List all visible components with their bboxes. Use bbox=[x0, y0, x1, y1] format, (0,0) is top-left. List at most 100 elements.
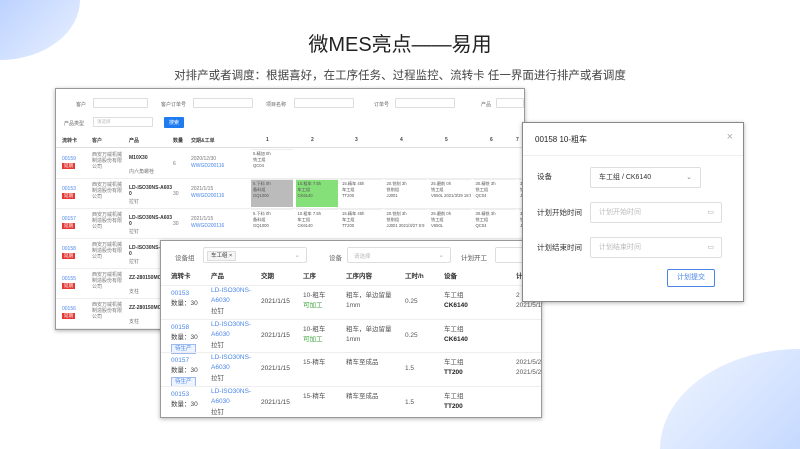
quantity: 6 bbox=[173, 161, 176, 167]
product-input[interactable] bbox=[496, 98, 524, 108]
product: LD-ISO30NS-A6030 bbox=[129, 185, 173, 197]
plan-start-time-input[interactable]: 计划开始时间 ▭ bbox=[590, 202, 722, 223]
card-link[interactable]: 00157 bbox=[62, 216, 76, 222]
card-link[interactable]: 00153 bbox=[171, 390, 190, 398]
label: 设备组 bbox=[175, 255, 195, 262]
step-text: GQ1000 bbox=[253, 223, 269, 228]
step-cell[interactable]: 25.磨削 0h 铣工组 V650L 2021/3/29 18:56 bbox=[429, 179, 471, 207]
step-text: QC04 bbox=[253, 163, 264, 168]
delay-badge: 延期 bbox=[62, 193, 75, 199]
quantity: 数量：30 bbox=[171, 333, 198, 341]
step-cell[interactable]: 10.粗车 7.5h 车工组 CK6140 bbox=[295, 179, 338, 207]
product-type-select[interactable]: 请选择 bbox=[93, 117, 153, 127]
step-cell[interactable]: 15.精车 45h 车工组 TT200 bbox=[340, 209, 382, 237]
due-date: 2021/1/15 bbox=[261, 331, 290, 339]
product-link[interactable]: LD-ISO30NS-A6030 bbox=[211, 354, 252, 371]
card-link[interactable]: 00156 bbox=[62, 306, 76, 312]
card-link[interactable]: 00159 bbox=[62, 156, 76, 162]
divider bbox=[56, 238, 524, 239]
decoration bbox=[660, 349, 800, 449]
step-text: 铣工组 bbox=[431, 217, 444, 222]
operation: 15-精车 bbox=[303, 392, 326, 400]
due-date: 2021/1/15 bbox=[191, 216, 214, 222]
customer: 西安万威机械制造股份有限公司 bbox=[92, 272, 123, 290]
card-link[interactable]: 00157 bbox=[171, 357, 190, 364]
quantity: 数量：30 bbox=[171, 300, 198, 307]
operation-content: 精车至成品 bbox=[346, 392, 379, 400]
work-order-link[interactable]: WWGD200116 bbox=[191, 193, 225, 199]
table-row: 00157 数量：30 待生产 LD-ISO30NS-A6030 拉钉 2021/1/15… bbox=[161, 352, 541, 387]
step-cell[interactable]: 20.铣削 3h 铣削组 JJ001 2021/3/27 8:9 bbox=[384, 209, 427, 237]
product-link[interactable]: LD-ISO30NS-A6030 bbox=[211, 387, 252, 405]
customer-order-input[interactable] bbox=[193, 98, 253, 108]
step-text: QC04 bbox=[475, 193, 487, 198]
column-header: 2 bbox=[311, 137, 314, 143]
step-text: 10.粗车 7.5h bbox=[297, 181, 322, 186]
step-text: GQ1000 bbox=[253, 193, 269, 198]
hours: 1.5 bbox=[405, 365, 415, 372]
plan-end-time-input[interactable]: 计划结束时间 ▭ bbox=[590, 237, 722, 258]
step-cell[interactable]: 15.精车 45h 车工组 TT200 bbox=[340, 179, 382, 207]
due-date: 2021/1/15 bbox=[261, 298, 290, 305]
work-order-link[interactable]: WWGD200116 bbox=[191, 223, 225, 229]
customer-input[interactable] bbox=[93, 98, 148, 108]
column-header: 产品 bbox=[129, 138, 140, 144]
search-button[interactable]: 搜索 bbox=[164, 117, 185, 128]
calendar-icon: ▭ bbox=[707, 244, 714, 251]
step-cell[interactable]: 5.精加 0h 铣工组 QC04 bbox=[251, 149, 293, 177]
customer: 西安万威机械制造股份有限公司 bbox=[92, 302, 123, 320]
device-select[interactable]: 请选择 ⌄ bbox=[347, 247, 451, 263]
product-link[interactable]: LD-ISO30NS-A6030 bbox=[211, 287, 252, 304]
step-text: 5.下料 0h bbox=[253, 211, 271, 216]
equipment: CK6140 bbox=[444, 335, 468, 343]
tag-label: 车工组 bbox=[211, 253, 228, 259]
work-order-link[interactable]: WWGD200116 bbox=[191, 163, 225, 169]
product: ZZ-280150MONK bbox=[129, 275, 169, 281]
equipment: CK6140 bbox=[444, 302, 468, 309]
product-link[interactable]: LD-ISO30NS-A6030 bbox=[211, 320, 252, 338]
card-link[interactable]: 00158 bbox=[171, 323, 190, 331]
device-select[interactable]: 车工组 / CK6140 ⌄ bbox=[590, 167, 701, 188]
status-tag: 待生产 bbox=[171, 377, 196, 387]
column-header: 交期&工单 bbox=[191, 138, 215, 144]
close-icon[interactable]: × bbox=[229, 253, 233, 259]
product-name: 拉钉 bbox=[129, 199, 140, 205]
card-link[interactable]: 00153 bbox=[62, 186, 76, 192]
step-cell[interactable]: 20.铣削 3h 铣削组 JJ001 bbox=[384, 179, 427, 207]
step-text: 铣工组 bbox=[253, 157, 266, 162]
table-row: 00153 数量：30 LD-ISO30NS-A6030 拉钉 2021/1/15 10-… bbox=[161, 285, 541, 318]
step-cell[interactable]: 10.粗车 7.5h 车工组 CK6140 bbox=[295, 209, 338, 237]
customer: 西安万威机械制造股份有限公司 bbox=[92, 152, 123, 170]
step-text: 30.精铣 3h bbox=[475, 211, 496, 216]
divider bbox=[56, 208, 524, 209]
step-text: 25.磨削 0h bbox=[431, 211, 452, 216]
step-text: V650L bbox=[431, 223, 444, 228]
step-cell[interactable]: 30.精铣 3h 铣工组 QC04 bbox=[473, 179, 516, 207]
product: LD-ISO30NS-A6030 bbox=[129, 215, 173, 227]
card-link[interactable]: 00155 bbox=[62, 276, 76, 282]
dialog-title: 00158 10-粗车 bbox=[535, 135, 588, 144]
step-text: 铣削组 bbox=[386, 187, 400, 192]
due-date: 2021/1/15 bbox=[261, 365, 290, 372]
close-icon[interactable]: × bbox=[726, 131, 733, 143]
step-cell[interactable]: 30.精铣 3h 铣工组 QC04 bbox=[473, 209, 516, 237]
operation-status: 可加工 bbox=[303, 302, 323, 309]
step-cell[interactable]: 25.磨削 0h 铣工组 V650L bbox=[429, 209, 471, 237]
step-cell[interactable]: 5.下料 0h 备料组 GQ1000 bbox=[251, 209, 293, 237]
column-header: 1 bbox=[266, 137, 269, 143]
selected-tag: 车工组 × bbox=[207, 251, 237, 261]
column-header: 设备 bbox=[444, 273, 457, 280]
card-link[interactable]: 00153 bbox=[171, 290, 190, 297]
label: 设备 bbox=[537, 172, 552, 181]
column-header: 数量 bbox=[173, 138, 184, 144]
card-link[interactable]: 00158 bbox=[62, 246, 76, 252]
label: 产品 bbox=[481, 102, 492, 108]
step-cell[interactable]: 5.下料 0h 备料组 GQ1000 bbox=[251, 179, 293, 207]
operation-content: 粗车，单边留量1mm bbox=[346, 292, 392, 309]
operation: 15-精车 bbox=[303, 359, 326, 366]
plan-submit-button[interactable]: 计划提交 bbox=[667, 269, 715, 287]
order-input[interactable] bbox=[395, 98, 455, 108]
step-text: JJ001 2021/3/27 8:9 bbox=[386, 223, 425, 228]
equipment-group-select[interactable]: 车工组 × ⌄ bbox=[203, 247, 307, 263]
project-input[interactable] bbox=[294, 98, 354, 108]
